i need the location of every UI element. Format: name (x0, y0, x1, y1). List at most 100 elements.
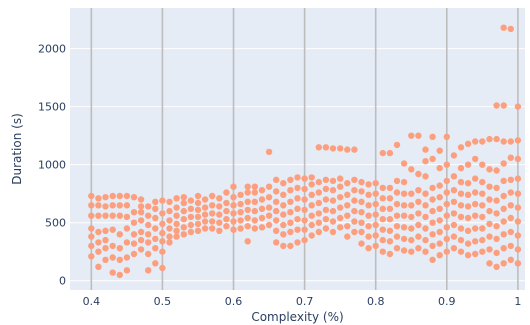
data-point (337, 204, 344, 211)
data-point (365, 181, 372, 188)
data-point (95, 202, 102, 209)
data-point (429, 231, 436, 238)
data-point (408, 213, 415, 221)
data-point (315, 210, 322, 217)
data-point (116, 245, 124, 252)
data-point (443, 224, 450, 231)
data-point (287, 176, 294, 183)
data-point (194, 220, 202, 228)
data-point (230, 194, 237, 201)
y-tick-label: 500 (45, 217, 66, 230)
data-point (209, 192, 216, 200)
data-point (280, 211, 287, 218)
x-axis-title: Complexity (%) (251, 310, 343, 324)
data-point (329, 187, 337, 194)
data-point (400, 247, 408, 254)
data-point (230, 202, 237, 209)
data-point (194, 206, 202, 214)
data-point (180, 224, 187, 231)
data-point (116, 256, 124, 263)
data-point (173, 195, 180, 202)
data-point (109, 192, 116, 200)
data-point (379, 248, 386, 255)
data-point (308, 221, 315, 229)
data-point (137, 196, 145, 203)
data-point (450, 221, 458, 229)
data-point (351, 197, 358, 204)
data-point (344, 212, 351, 219)
data-point (457, 213, 465, 221)
data-point (436, 194, 443, 201)
data-point (137, 203, 145, 210)
data-point (450, 187, 458, 194)
data-point (429, 155, 436, 163)
data-point (123, 213, 131, 221)
data-point (223, 207, 230, 215)
data-point (344, 180, 351, 187)
data-point (308, 232, 315, 239)
data-point (116, 192, 124, 200)
data-point (180, 231, 187, 238)
data-point (379, 236, 386, 244)
data-point (315, 144, 322, 151)
data-point (443, 133, 450, 140)
data-point (415, 132, 422, 139)
data-point (251, 189, 258, 196)
data-point (116, 231, 124, 238)
data-point (386, 195, 394, 202)
data-point (337, 224, 344, 231)
data-point (344, 191, 351, 198)
data-point (166, 217, 173, 224)
data-point (351, 176, 358, 183)
data-point (457, 236, 465, 244)
data-point (358, 188, 365, 195)
data-point (294, 216, 301, 223)
data-point (137, 217, 145, 224)
data-point (287, 219, 294, 226)
data-point (422, 146, 429, 153)
data-point (486, 220, 493, 228)
data-point (102, 203, 109, 210)
data-point (258, 214, 266, 222)
data-point (358, 178, 365, 186)
data-point (265, 212, 273, 219)
data-point (436, 240, 443, 247)
data-point (273, 188, 280, 195)
data-point (187, 213, 195, 221)
data-point (507, 138, 514, 145)
data-point (152, 225, 159, 232)
data-point (365, 233, 372, 240)
data-point (514, 103, 522, 110)
data-point (223, 189, 230, 196)
data-point (450, 152, 458, 159)
data-point (386, 205, 394, 212)
data-point (201, 211, 209, 218)
data-point (337, 214, 344, 222)
data-point (507, 25, 514, 33)
data-point (173, 227, 180, 234)
data-point (457, 225, 465, 232)
y-axis-ticks: 0 500 1000 1500 2000 (38, 43, 66, 288)
data-point (472, 189, 479, 196)
data-point (500, 231, 507, 238)
data-point (429, 219, 436, 226)
data-point (152, 235, 159, 243)
data-point (280, 221, 287, 229)
data-point (514, 204, 522, 211)
data-point (372, 242, 379, 250)
data-point (472, 238, 479, 245)
data-point (436, 252, 443, 259)
data-point (187, 197, 195, 204)
data-point (457, 190, 465, 197)
data-point (393, 245, 401, 252)
data-point (166, 225, 173, 232)
data-point (223, 223, 230, 230)
data-point (265, 194, 273, 201)
data-point (201, 196, 209, 203)
data-point (194, 199, 202, 207)
data-point (329, 228, 337, 236)
data-point (301, 236, 308, 244)
data-point (493, 210, 500, 217)
data-point (386, 184, 394, 192)
